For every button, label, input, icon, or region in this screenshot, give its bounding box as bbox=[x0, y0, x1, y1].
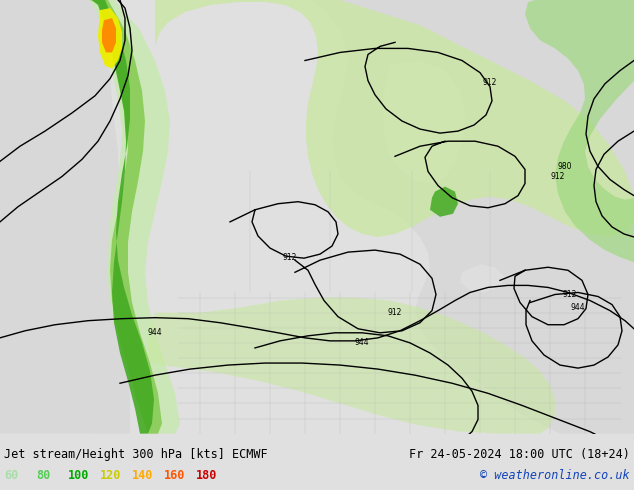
Polygon shape bbox=[430, 187, 458, 217]
Text: 100: 100 bbox=[68, 469, 89, 483]
Text: 80: 80 bbox=[36, 469, 50, 483]
Polygon shape bbox=[102, 18, 116, 52]
Polygon shape bbox=[148, 297, 555, 434]
Text: 912: 912 bbox=[563, 290, 577, 299]
Text: 912: 912 bbox=[483, 78, 497, 87]
Text: 180: 180 bbox=[196, 469, 217, 483]
Text: 944: 944 bbox=[148, 328, 162, 337]
Text: 140: 140 bbox=[132, 469, 153, 483]
Polygon shape bbox=[92, 0, 154, 434]
Text: 980: 980 bbox=[558, 162, 573, 171]
Text: Jet stream/Height 300 hPa [kts] ECMWF: Jet stream/Height 300 hPa [kts] ECMWF bbox=[4, 448, 268, 461]
Polygon shape bbox=[0, 0, 130, 434]
Polygon shape bbox=[383, 60, 465, 184]
Text: © weatheronline.co.uk: © weatheronline.co.uk bbox=[481, 469, 630, 483]
Polygon shape bbox=[98, 8, 122, 69]
Polygon shape bbox=[460, 264, 505, 293]
Polygon shape bbox=[100, 0, 634, 434]
Text: 912: 912 bbox=[388, 308, 402, 317]
Polygon shape bbox=[525, 0, 634, 262]
Polygon shape bbox=[0, 0, 112, 434]
Text: 912: 912 bbox=[551, 172, 565, 181]
Polygon shape bbox=[75, 0, 180, 434]
Polygon shape bbox=[85, 0, 162, 434]
Text: 944: 944 bbox=[354, 339, 370, 347]
Text: 60: 60 bbox=[4, 469, 18, 483]
Text: 160: 160 bbox=[164, 469, 185, 483]
Text: Fr 24-05-2024 18:00 UTC (18+24): Fr 24-05-2024 18:00 UTC (18+24) bbox=[409, 448, 630, 461]
Polygon shape bbox=[155, 0, 634, 237]
Text: 944: 944 bbox=[571, 303, 585, 312]
Text: 120: 120 bbox=[100, 469, 121, 483]
Text: 912: 912 bbox=[283, 253, 297, 262]
